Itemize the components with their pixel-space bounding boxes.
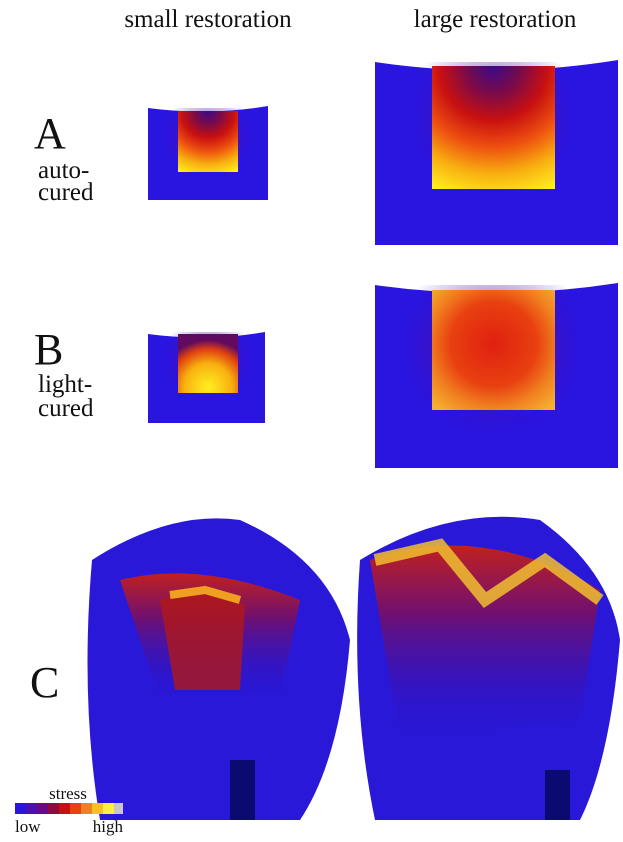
- column-header: small restoration: [124, 6, 292, 33]
- legend-title: stress: [49, 784, 87, 803]
- stress-plot: [375, 60, 618, 245]
- row-label: B: [34, 325, 63, 374]
- figure: small restoration large restoration A au…: [0, 0, 623, 842]
- row-labels: A auto- cured B light- cured C: [30, 109, 94, 707]
- stress-plot: [375, 283, 618, 468]
- legend-low: low: [15, 817, 41, 836]
- row-sublabel: cured: [38, 395, 94, 422]
- row-label: A: [34, 109, 66, 158]
- row-sublabel: light-: [38, 371, 92, 398]
- stress-plot: [148, 106, 268, 200]
- row-sublabel: cured: [38, 179, 94, 206]
- stress-3d-model: [357, 517, 620, 820]
- row-label: C: [30, 658, 59, 707]
- legend-high: high: [93, 817, 124, 836]
- stress-plot: [148, 332, 265, 423]
- column-header: large restoration: [414, 6, 577, 33]
- column-headers: small restoration large restoration: [124, 6, 576, 33]
- stress-3d-model: [88, 518, 351, 820]
